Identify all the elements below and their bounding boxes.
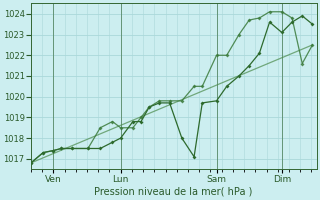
X-axis label: Pression niveau de la mer( hPa ): Pression niveau de la mer( hPa )	[94, 187, 253, 197]
